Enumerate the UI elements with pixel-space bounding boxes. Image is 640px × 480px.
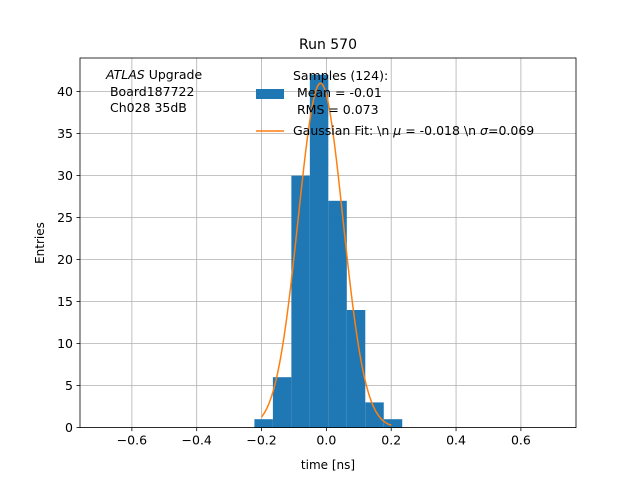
x-axis-label: time [ns] (301, 458, 355, 472)
chart-title: Run 570 (299, 37, 357, 53)
histogram-bar (254, 419, 273, 428)
legend-fit-label: Gaussian Fit: \n μ = -0.018 \n σ=0.069 (293, 123, 534, 138)
y-tick-label: 20 (57, 252, 73, 267)
x-tick-label: 0.6 (511, 433, 531, 448)
legend-samples-line1: Samples (124): (293, 68, 388, 83)
legend-fit-part3: =0.069 (488, 123, 534, 138)
plot-frame (79, 57, 577, 429)
x-tick-label: −0.4 (182, 433, 212, 448)
y-tick-label: 30 (57, 168, 73, 183)
y-tick-label: 0 (65, 420, 73, 435)
histogram-bar (346, 310, 366, 428)
legend-samples-line3: RMS = 0.073 (293, 102, 379, 117)
y-axis-ticks: 0 5 10 15 20 25 30 35 40 (57, 84, 80, 435)
channel-label: Ch028 35dB (106, 100, 187, 115)
atlas-annotation: ATLAS Upgrade Board187722 Ch028 35dB (105, 67, 202, 115)
y-tick-label: 25 (57, 210, 73, 225)
y-tick-label: 10 (57, 336, 73, 351)
legend-samples-swatch (256, 89, 284, 99)
histogram-bar (328, 200, 347, 428)
legend-fit-sigma: σ (480, 123, 489, 138)
y-tick-label: 40 (57, 84, 73, 99)
x-tick-label: 0.0 (316, 433, 336, 448)
atlas-label: ATLAS Upgrade (105, 67, 202, 82)
legend-fit-mu: μ (392, 123, 401, 138)
y-tick-label: 35 (57, 126, 73, 141)
x-tick-label: 0.2 (381, 433, 401, 448)
x-axis-ticks: −0.6 −0.4 −0.2 0.0 0.2 0.4 0.6 (117, 427, 531, 448)
legend-fit-part2: = -0.018 \n (401, 123, 480, 138)
y-tick-label: 5 (65, 378, 73, 393)
histogram-bar (365, 402, 384, 428)
histogram-bar (291, 175, 310, 428)
legend-fit-part1: Gaussian Fit: \n (293, 123, 393, 138)
x-tick-label: −0.2 (246, 433, 276, 448)
legend: Samples (124): Mean = -0.01 RMS = 0.073 … (256, 68, 534, 138)
legend-samples-line2: Mean = -0.01 (293, 85, 382, 100)
y-axis-label: Entries (33, 222, 47, 264)
x-tick-label: −0.6 (117, 433, 147, 448)
atlas-italic: ATLAS (105, 67, 145, 82)
board-label: Board187722 (106, 84, 194, 99)
x-tick-label: 0.4 (446, 433, 466, 448)
y-tick-label: 15 (57, 294, 73, 309)
gaussian-fit-curve (260, 82, 392, 426)
histogram-bar (272, 377, 292, 428)
histogram-bar (383, 419, 403, 428)
atlas-upgrade: Upgrade (145, 67, 203, 82)
histogram-bar (309, 74, 329, 428)
